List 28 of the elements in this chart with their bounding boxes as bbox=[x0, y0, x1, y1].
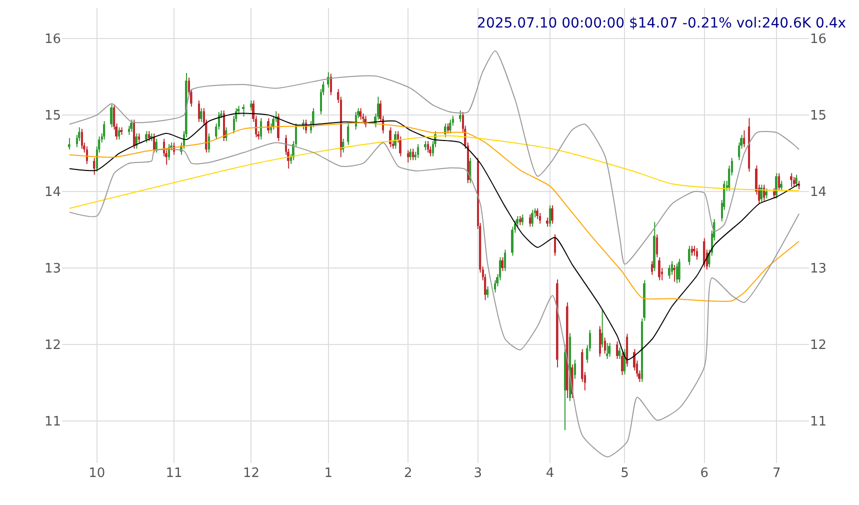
x-tick-label: 10 bbox=[88, 466, 106, 481]
x-tick-label: 3 bbox=[474, 466, 482, 481]
y-tick-label: 13 bbox=[44, 262, 61, 277]
y-tick-label: 11 bbox=[44, 414, 61, 430]
y-tick-label: 14 bbox=[44, 185, 61, 200]
y2-tick-label: 14 bbox=[810, 185, 827, 200]
x-tick-label: 2 bbox=[404, 466, 412, 481]
x-tick-label: 11 bbox=[166, 466, 182, 481]
line-series bbox=[68, 112, 800, 360]
y-tick-label: 16 bbox=[44, 32, 61, 48]
line-series bbox=[68, 50, 800, 265]
y2-tick-label: 16 bbox=[810, 32, 827, 48]
y-tick-label: 12 bbox=[44, 338, 61, 354]
y2-tick-label: 13 bbox=[810, 262, 827, 277]
x-tick-label: 6 bbox=[700, 466, 709, 481]
line-series bbox=[68, 142, 800, 458]
x-tick-label: 12 bbox=[242, 466, 260, 481]
y2-tick-label: 15 bbox=[810, 108, 827, 124]
y-tick-label: 15 bbox=[44, 108, 61, 124]
x-tick-label: 1 bbox=[324, 466, 333, 481]
y2-tick-label: 11 bbox=[810, 414, 827, 430]
x-tick-label: 7 bbox=[772, 466, 781, 481]
x-tick-label: 5 bbox=[620, 466, 629, 481]
x-tick-label: 4 bbox=[546, 466, 554, 481]
y2-tick-label: 12 bbox=[810, 338, 827, 354]
line-series bbox=[68, 135, 800, 209]
text: 2025.07.10 00:00:00 $14.07 -0.21% vol:240.6K 0.4x bbox=[477, 16, 846, 32]
line-series bbox=[68, 122, 800, 302]
